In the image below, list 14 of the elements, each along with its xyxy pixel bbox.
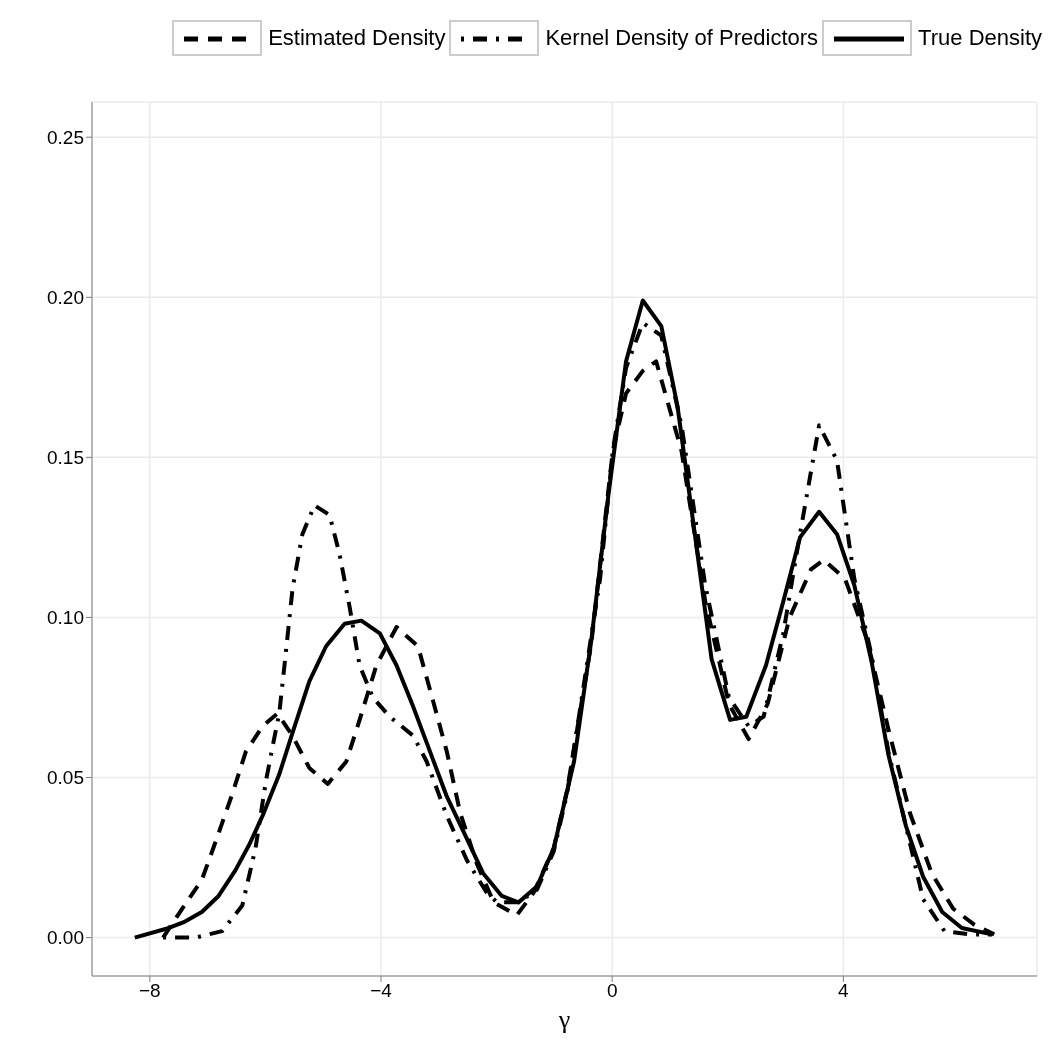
y-tick-label: 0.05 bbox=[47, 767, 84, 789]
y-tick-label: 0.25 bbox=[47, 126, 84, 148]
y-tick-label: 0.15 bbox=[47, 447, 84, 469]
legend-label: Kernel Density of Predictors bbox=[545, 25, 819, 51]
legend-label: Estimated Density bbox=[268, 25, 446, 51]
x-axis-title: γ bbox=[557, 1005, 571, 1034]
y-tick-label: 0.20 bbox=[47, 287, 84, 309]
y-tick-label: 0.00 bbox=[47, 927, 84, 949]
x-tick-label: 4 bbox=[838, 980, 850, 1002]
y-tick-label: 0.10 bbox=[47, 607, 84, 629]
x-tick-label: 0 bbox=[606, 980, 618, 1002]
x-tick-label: −4 bbox=[370, 980, 393, 1002]
x-tick-label: −8 bbox=[138, 980, 161, 1002]
legend-label: True Density bbox=[918, 25, 1042, 51]
